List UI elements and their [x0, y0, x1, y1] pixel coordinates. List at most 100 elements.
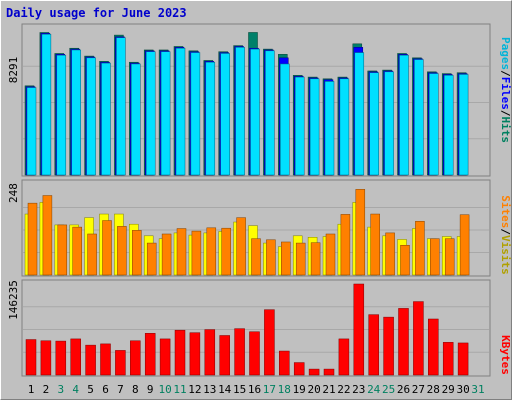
bar-kbytes-day-10 — [159, 338, 171, 376]
bar-pages-day-4 — [71, 49, 81, 176]
bar-pages-day-27 — [414, 59, 424, 176]
panel-kbytes-bars — [23, 283, 489, 376]
bar-pages-day-8 — [131, 63, 141, 176]
legend-kbytes: KBytes — [499, 335, 512, 375]
bar-kbytes-day-5 — [85, 344, 96, 376]
x-tick-label-29: 29 — [442, 383, 455, 396]
chart-title: Daily usage for June 2023 — [6, 6, 187, 20]
legend-visits-sites: Sites/Visits — [499, 195, 512, 275]
x-tick-label-16: 16 — [248, 383, 261, 396]
bar-pages-day-6 — [101, 62, 111, 176]
x-tick-label-3: 3 — [57, 383, 64, 396]
bar-sites-day-30 — [459, 214, 470, 276]
bar-sites-day-22 — [340, 214, 351, 276]
bar-pages-day-14 — [220, 53, 230, 176]
bar-pages-day-28 — [429, 73, 439, 176]
bar-sites-day-10 — [161, 233, 172, 276]
x-tick-label-17: 17 — [263, 383, 276, 396]
x-tick-label-10: 10 — [158, 383, 171, 396]
bar-kbytes-day-4 — [70, 338, 81, 376]
y-tick-label-visits: 248 — [7, 183, 20, 203]
legend-item: Pages — [499, 37, 512, 70]
bar-sites-day-23 — [355, 189, 366, 276]
bar-kbytes-day-28 — [428, 318, 439, 376]
x-tick-label-6: 6 — [102, 383, 109, 396]
legend-item: / — [499, 228, 512, 235]
bar-pages-day-9 — [145, 51, 156, 176]
bar-kbytes-day-12 — [189, 332, 201, 376]
bar-sites-day-5 — [87, 233, 97, 276]
bar-pages-day-2 — [41, 33, 52, 176]
y-tick-label-hits: 8291 — [7, 57, 20, 84]
x-tick-label-15: 15 — [233, 383, 246, 396]
bar-sites-day-1 — [27, 202, 38, 276]
bar-pages-day-19 — [294, 76, 305, 176]
x-tick-label-11: 11 — [173, 383, 186, 396]
bar-sites-day-16 — [251, 238, 261, 276]
bar-sites-day-20 — [310, 242, 321, 276]
bar-kbytes-day-30 — [457, 342, 469, 376]
bar-sites-day-3 — [57, 224, 68, 276]
x-tick-label-21: 21 — [322, 383, 335, 396]
bar-pages-day-10 — [160, 51, 171, 176]
x-tick-label-26: 26 — [397, 383, 410, 396]
panel-hits-files-pages-bars — [23, 32, 489, 176]
x-tick-label-12: 12 — [188, 383, 201, 396]
bar-kbytes-day-18 — [279, 350, 290, 376]
bar-kbytes-day-3 — [55, 340, 67, 376]
x-tick-label-19: 19 — [293, 383, 306, 396]
bar-sites-day-29 — [444, 238, 455, 276]
x-tick-label-23: 23 — [352, 383, 365, 396]
y-tick-label-kbytes: 146235 — [7, 280, 20, 320]
x-tick-label-30: 30 — [456, 383, 469, 396]
x-tick-label-24: 24 — [367, 383, 381, 396]
bar-sites-day-8 — [132, 230, 142, 276]
x-tick-label-8: 8 — [132, 383, 139, 396]
bar-kbytes-day-23 — [353, 283, 365, 376]
bar-kbytes-day-20 — [308, 368, 320, 376]
bar-sites-day-11 — [176, 228, 187, 276]
bar-kbytes-day-22 — [338, 338, 350, 376]
bar-sites-day-6 — [102, 220, 112, 276]
bar-kbytes-day-26 — [398, 308, 409, 376]
bar-sites-day-25 — [385, 232, 395, 276]
bar-pages-day-16 — [250, 48, 260, 176]
bar-sites-day-18 — [281, 241, 291, 276]
bar-sites-day-14 — [221, 227, 231, 276]
bar-kbytes-day-15 — [234, 328, 245, 376]
bar-kbytes-day-13 — [204, 329, 216, 376]
bar-pages-day-29 — [443, 75, 454, 176]
bar-pages-day-13 — [205, 61, 216, 176]
bar-sites-day-19 — [295, 242, 306, 276]
bar-pages-day-21 — [324, 81, 335, 176]
bar-kbytes-day-9 — [144, 333, 156, 376]
x-tick-label-18: 18 — [278, 383, 291, 396]
bar-pages-day-1 — [26, 87, 37, 176]
bar-kbytes-day-27 — [413, 301, 424, 376]
bar-sites-day-9 — [146, 242, 157, 276]
bar-kbytes-day-6 — [100, 343, 111, 376]
legend-item: Visits — [499, 235, 512, 275]
bar-pages-day-23 — [354, 52, 365, 176]
bar-sites-day-15 — [236, 217, 246, 276]
bar-sites-day-27 — [415, 221, 425, 276]
x-tick-label-9: 9 — [147, 383, 154, 396]
bar-sites-day-13 — [206, 227, 217, 276]
bar-pages-day-18 — [280, 63, 290, 176]
bar-pages-day-15 — [235, 47, 245, 176]
bar-pages-day-25 — [384, 71, 394, 176]
x-axis-labels: 1 2 3 4 5 6 7 8 9 10 11 12 13 14 15 16 17 18 19 20 21 22 23 24 2… — [28, 383, 485, 396]
legend-item: / — [499, 70, 512, 77]
x-tick-label-28: 28 — [427, 383, 440, 396]
bar-pages-day-3 — [56, 54, 67, 176]
bar-kbytes-day-7 — [115, 350, 126, 376]
bar-sites-day-26 — [400, 244, 410, 276]
bar-kbytes-day-14 — [219, 335, 230, 376]
x-tick-label-22: 22 — [337, 383, 350, 396]
legend-hits-files-pages: Pages/Files/Hits — [499, 37, 512, 143]
bar-pages-day-5 — [86, 57, 96, 176]
bar-pages-day-26 — [399, 54, 409, 176]
bar-pages-day-22 — [339, 78, 350, 176]
bar-sites-day-21 — [325, 233, 336, 276]
